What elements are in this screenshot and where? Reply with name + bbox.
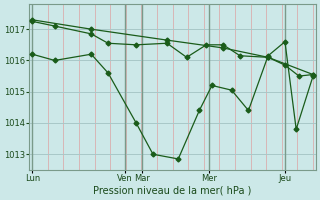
X-axis label: Pression niveau de la mer( hPa ): Pression niveau de la mer( hPa ) — [93, 186, 252, 196]
